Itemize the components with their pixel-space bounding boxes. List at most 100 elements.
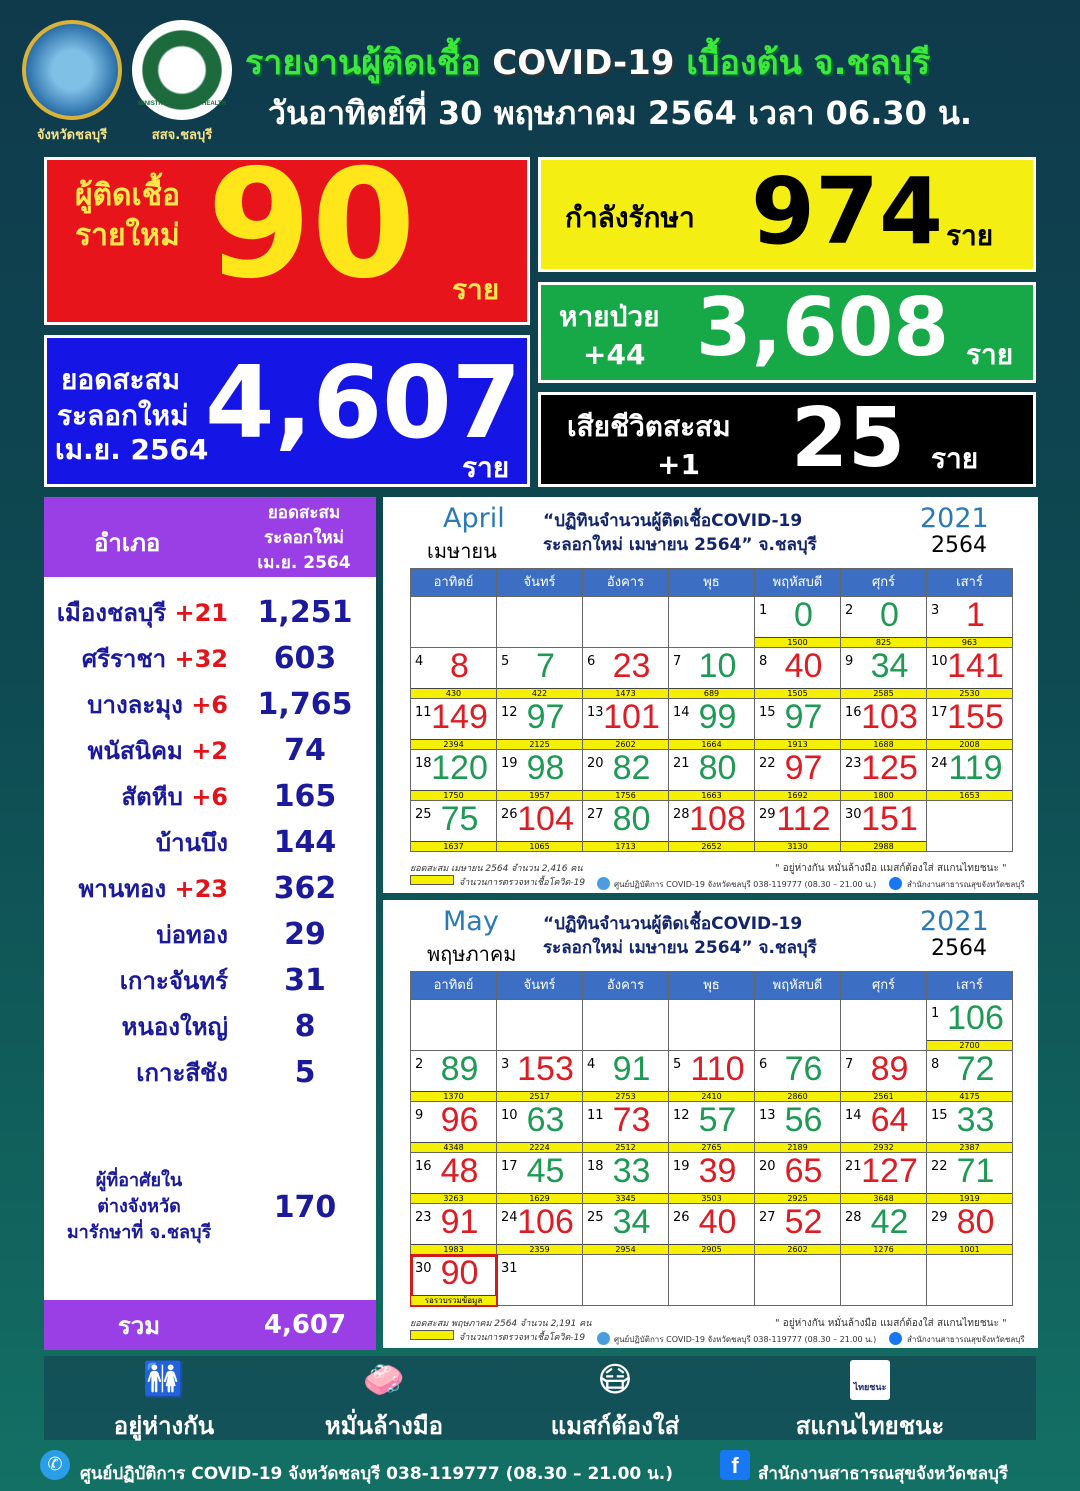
day-number: 23 [415, 1210, 432, 1225]
new-cases-label2: รายใหม่ [75, 218, 180, 253]
calendar-day: 2 89 1370 [411, 1050, 497, 1102]
case-count: 71 [956, 1152, 995, 1190]
case-count: 73 [612, 1101, 651, 1139]
calendar-hotline: ศูนย์ปฏิบัติการ COVID-19 จังหวัดชลบุรี 0… [614, 1335, 877, 1344]
calendar-day: 1 106 2700 [927, 999, 1013, 1051]
case-count: 34 [870, 647, 909, 685]
year-en: 2021 [920, 503, 989, 534]
day-number: 11 [415, 705, 432, 720]
calendar-day: 1 0 1500 [755, 596, 841, 648]
day-number: 22 [931, 1159, 948, 1174]
calendar-day: 16 103 1688 [841, 698, 927, 750]
district-label: บ่อทอง [156, 920, 228, 949]
weekday-header: เสาร์ [927, 972, 1013, 1000]
facebook-icon [889, 877, 902, 890]
case-count: 76 [784, 1050, 823, 1088]
case-count: 155 [947, 698, 1004, 736]
calendar-grid: อาทิตย์ จันทร์ อังคาร พุธ พฤหัสบดี ศุกร์ เสาร์… [410, 971, 1013, 1307]
district-value: 1,765 [257, 686, 353, 722]
calendar-day: 20 82 1756 [583, 749, 669, 801]
deaths-box: เสียชีวิตสะสม +1 25 ราย [538, 392, 1036, 487]
weekday-header: อังคาร [583, 569, 669, 597]
day-number: 13 [759, 1108, 776, 1123]
empty-cell [669, 597, 755, 648]
case-count: 97 [526, 698, 565, 736]
calendar-day: 11 149 2394 [411, 698, 497, 750]
case-count: 0 [880, 596, 899, 634]
calendar-office: สำนักงานสาธารณสุขจังหวัดชลบุรี [907, 880, 1025, 889]
legend-swatch [410, 1330, 454, 1340]
case-count: 112 [776, 800, 831, 838]
case-count: 23 [612, 647, 651, 685]
case-count: 101 [603, 698, 660, 736]
case-count: 125 [861, 749, 918, 787]
day-number: 7 [673, 654, 682, 669]
case-count: 10 [698, 647, 737, 685]
header-line: ระลอกใหม่ [264, 528, 344, 548]
district-table-header: อำเภอ ยอดสะสม ระลอกใหม่ เม.ย. 2564 [44, 497, 376, 577]
calendar-day: 21 127 3648 [841, 1152, 927, 1204]
test-count: 1473 [583, 688, 668, 698]
monthly-total: ยอดสะสม พฤษภาคม 2564 จำนวน 2,191 คน [410, 1319, 592, 1329]
case-count: 33 [612, 1152, 651, 1190]
calendar-day: 10 63 2224 [497, 1101, 583, 1153]
month-en: April [443, 503, 505, 534]
calendar-day: 5 7 422 [497, 647, 583, 699]
test-count: 1500 [755, 637, 840, 647]
calendar-day: 22 97 1692 [755, 749, 841, 801]
slogan: " อยู่ห่างกัน หมั่นล้างมือ แมสก์ต้องใส่ … [775, 863, 1007, 874]
calendar-day: 30 151 2988 [841, 800, 927, 852]
case-count: 72 [956, 1050, 995, 1088]
case-count: 141 [947, 647, 1004, 685]
case-count: 108 [689, 800, 746, 838]
day-number: 5 [501, 654, 510, 669]
day-number: 27 [587, 807, 604, 822]
treating-value: 974 [751, 158, 944, 265]
calendar-day: 31 [497, 1255, 583, 1306]
district-row: เกาะสีชัง 5 [44, 1049, 376, 1095]
calendar-day: 20 65 2925 [755, 1152, 841, 1204]
footer-hotline: ศูนย์ปฏิบัติการ COVID-19 จังหวัดชลบุรี 0… [80, 1464, 674, 1484]
test-count: รอรวบรวมข้อมูล [411, 1295, 496, 1305]
calendar-day: 11 73 2512 [583, 1101, 669, 1153]
test-count: 2394 [411, 739, 496, 749]
district-value: 144 [273, 824, 337, 860]
facebook-icon [889, 1332, 902, 1345]
unit: ราย [462, 451, 510, 484]
logo2-caption: สสจ.ชลบุรี [151, 128, 213, 143]
test-count: 1629 [497, 1193, 582, 1203]
legend-label: จำนวนการตรวจหาเชื้อโควิด-19 [459, 1333, 586, 1343]
weekday-header: เสาร์ [927, 569, 1013, 597]
case-count: 96 [440, 1101, 479, 1139]
calendar-day: 27 52 2602 [755, 1203, 841, 1255]
test-count: 2932 [841, 1142, 926, 1152]
calendar-day: 18 120 1750 [411, 749, 497, 801]
day-number: 4 [415, 654, 424, 669]
month-th: เมษายน [427, 539, 497, 563]
empty-cell [755, 1255, 841, 1306]
weekday-header: จันทร์ [497, 972, 583, 1000]
district-value: 362 [273, 870, 337, 906]
case-count: 97 [784, 749, 823, 787]
legend-swatch [410, 875, 454, 885]
case-count: 40 [698, 1203, 737, 1241]
calendar-day: 24 106 2359 [497, 1203, 583, 1255]
day-number: 20 [587, 756, 604, 771]
unit: ราย [966, 338, 1014, 371]
test-count: 1637 [411, 841, 496, 851]
day-number: 26 [501, 807, 518, 822]
case-count: 89 [870, 1050, 909, 1088]
day-number: 30 [415, 1261, 432, 1276]
day-number: 13 [587, 705, 604, 720]
weekday-header: พฤหัสบดี [755, 972, 841, 1000]
calendar-day: 14 99 1664 [669, 698, 755, 750]
day-number: 6 [759, 1057, 768, 1072]
test-count: 422 [497, 688, 582, 698]
day-number: 16 [415, 1159, 432, 1174]
calendar-day: 23 125 1800 [841, 749, 927, 801]
empty-cell [669, 1000, 755, 1051]
report-date: วันอาทิตย์ที่ 30 พฤษภาคม 2564 เวลา 06.30… [268, 94, 973, 132]
district-label: เกาะจันทร์ [119, 966, 228, 995]
test-count: 1983 [411, 1244, 496, 1254]
case-count: 80 [612, 800, 651, 838]
